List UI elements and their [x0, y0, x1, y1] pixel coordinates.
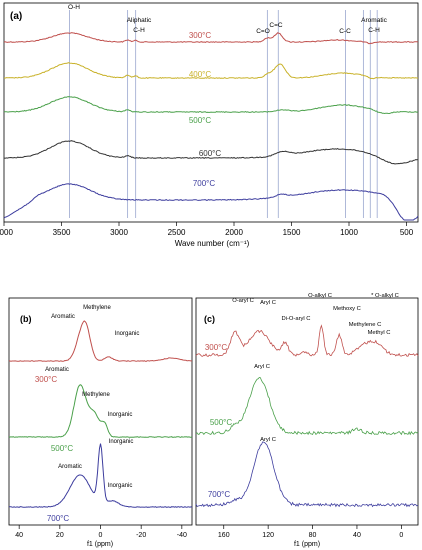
x-tick-label: 3000	[110, 228, 128, 237]
peak-annotation: C-H	[133, 27, 145, 34]
peak-annotation: Methylene	[83, 305, 111, 311]
peak-annotation: O-H	[68, 4, 80, 11]
peak-annotation: Methylene C	[349, 322, 382, 328]
x-tick-label: 1500	[283, 228, 301, 237]
panel-b-label: (b)	[20, 314, 32, 324]
x-tick-label: -40	[177, 532, 187, 539]
series-label: 700°C	[208, 490, 231, 499]
series-line-500°C	[195, 376, 419, 436]
peak-annotation: C=C	[269, 22, 282, 29]
peak-annotation: Di-O-aryl C	[282, 316, 311, 322]
x-tick-label: -20	[136, 532, 146, 539]
peak-annotation: C-H	[368, 27, 380, 34]
x-tick-label: 20	[56, 532, 64, 539]
x-tick-label: 4000	[0, 228, 13, 237]
peak-annotation: Aryl C	[260, 437, 276, 443]
series-label: 600°C	[199, 149, 222, 158]
series-label: 500°C	[210, 418, 233, 427]
peak-annotation: Inorganic	[109, 439, 134, 445]
panel-a-xlabel: Wave number (cm⁻¹)	[175, 239, 250, 248]
x-tick-label: 40	[353, 532, 361, 539]
panel-a-frame	[3, 2, 419, 223]
series-label: 400°C	[189, 70, 212, 79]
x-tick-label: 0	[399, 532, 403, 539]
series-label: 500°C	[189, 116, 212, 125]
panel-c-xlabel: f1 (ppm)	[294, 541, 320, 548]
peak-annotation: Methoxy C	[333, 306, 361, 312]
x-tick-label: 1000	[340, 228, 358, 237]
panel-b-xlabel: f1 (ppm)	[87, 541, 113, 548]
series-line-700°C	[3, 183, 419, 221]
series-line-300°C	[195, 324, 419, 357]
series-label: 300°C	[189, 31, 212, 40]
series-line-500°C	[8, 384, 193, 438]
peak-annotation: Aromatic	[51, 314, 75, 320]
peak-annotation: Methyl C	[368, 330, 391, 336]
peak-annotation: * O-alkyl C	[371, 293, 399, 299]
series-label: 500°C	[51, 444, 74, 453]
panel-c-label: (c)	[204, 314, 215, 324]
series-label: 300°C	[205, 343, 228, 352]
peak-annotation: Inorganic	[115, 331, 140, 337]
panel-b-frame	[8, 297, 193, 526]
series-line-700°C	[9, 443, 193, 508]
series-label: 300°C	[35, 375, 58, 384]
series-line-500°C	[3, 96, 419, 115]
peak-annotation: O-aryl C	[232, 298, 254, 304]
series-line-700°C	[195, 441, 419, 508]
peak-annotation: Inorganic	[108, 412, 133, 418]
peak-annotation: Aryl C	[254, 364, 270, 370]
series-line-400°C	[3, 62, 419, 80]
peak-annotation: Aromatic	[45, 367, 69, 373]
series-line-600°C	[3, 140, 419, 165]
peak-annotation: O-alkyl C	[308, 293, 332, 299]
peak-annotation: Aliphatic	[127, 17, 152, 24]
peak-annotation: C-C	[339, 28, 351, 35]
peak-annotation: C=O	[256, 28, 270, 35]
peak-annotation: Inorganic	[108, 483, 133, 489]
panel-a-label: (a)	[10, 11, 22, 22]
x-tick-label: 0	[99, 532, 103, 539]
peak-annotation: Aromatic	[58, 464, 82, 470]
x-tick-label: 80	[309, 532, 317, 539]
x-tick-label: 120	[262, 532, 274, 539]
peak-annotation: Methylene	[82, 392, 110, 398]
series-line-300°C	[3, 32, 419, 45]
x-tick-label: 40	[15, 532, 23, 539]
series-label: 700°C	[193, 179, 216, 188]
peak-annotation: Aromatic	[361, 17, 387, 24]
series-label: 700°C	[47, 514, 70, 523]
series-line-300°C	[8, 320, 193, 362]
x-tick-label: 2500	[168, 228, 186, 237]
x-tick-label: 3500	[53, 228, 71, 237]
x-tick-label: 160	[218, 532, 230, 539]
peak-annotation: Aryl C	[260, 300, 276, 306]
panel-c-frame	[195, 297, 419, 526]
x-tick-label: 2000	[225, 228, 243, 237]
x-tick-label: 500	[400, 228, 414, 237]
